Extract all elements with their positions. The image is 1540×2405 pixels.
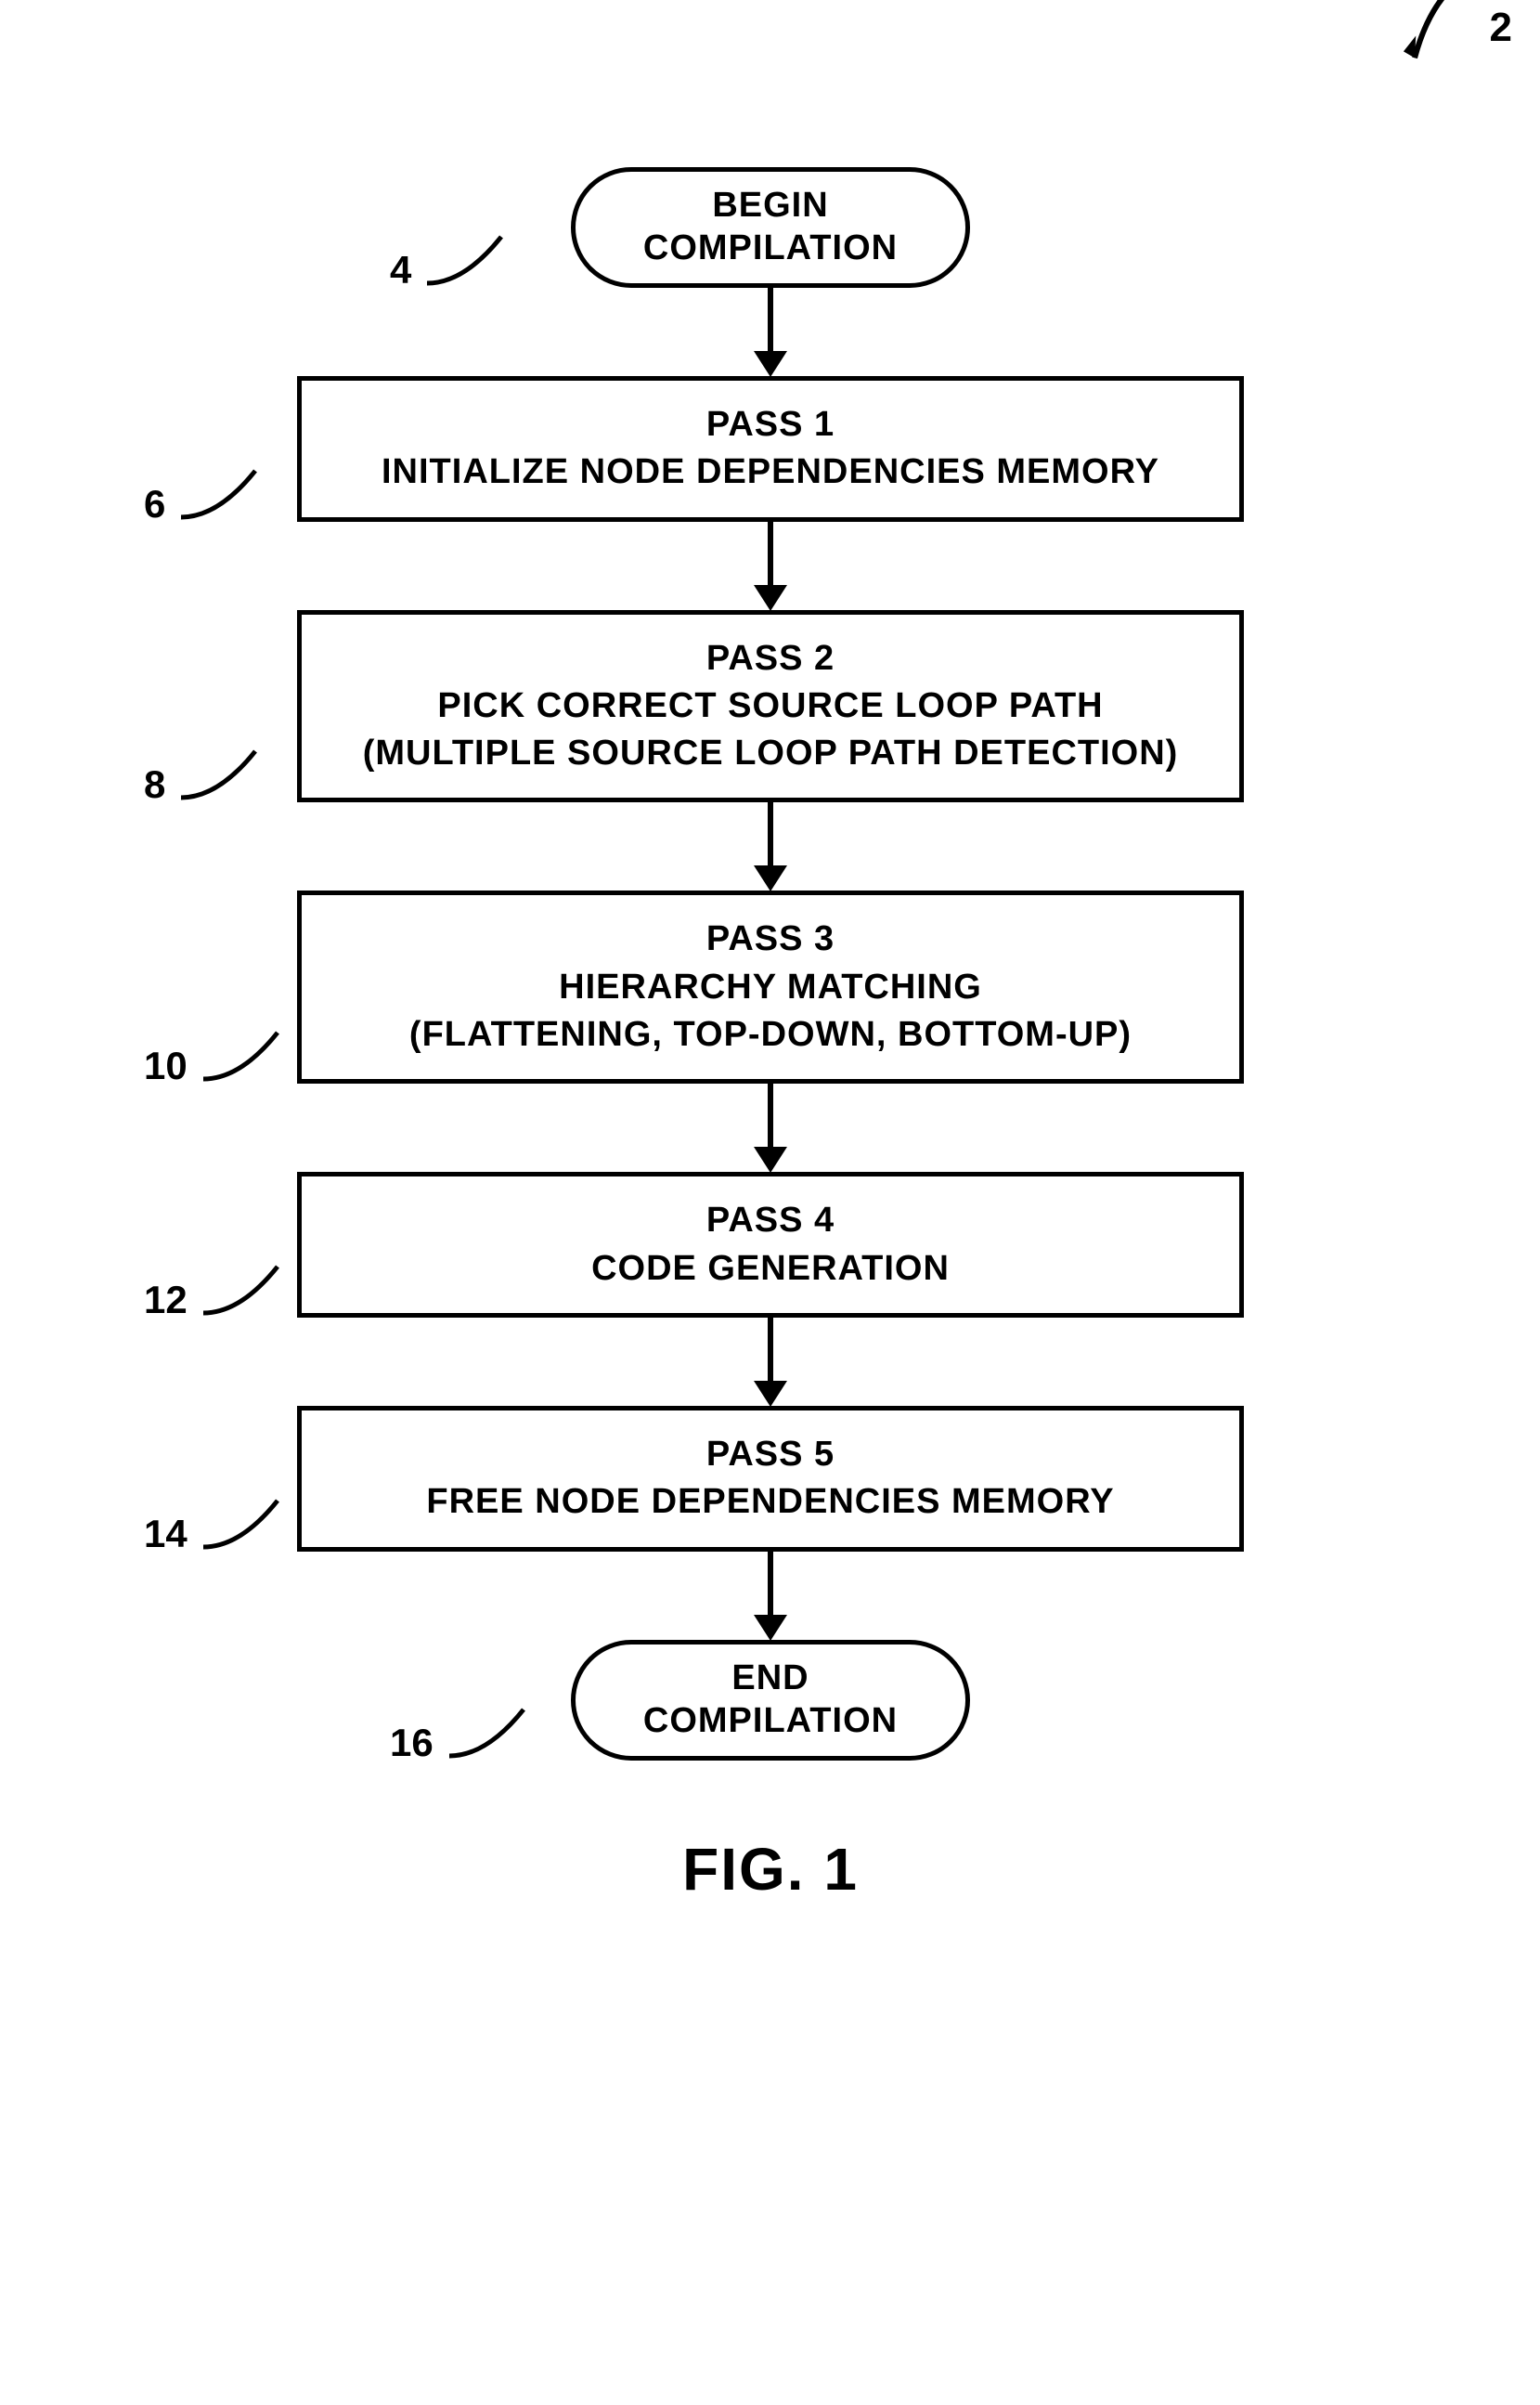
arrow (260, 288, 1281, 376)
label-pass4: 12 (144, 1257, 287, 1322)
label-num-pass4: 12 (144, 1278, 188, 1322)
label-num-pass1: 6 (144, 482, 165, 526)
reference-number: 2 (1490, 5, 1512, 51)
arrow (260, 1318, 1281, 1406)
reference-arrow: 2 (1388, 0, 1512, 56)
label-num-pass3: 10 (144, 1044, 188, 1088)
pass3-subtitle1: HIERARCHY MATCHING (559, 964, 982, 1011)
pass2-subtitle1: PICK CORRECT SOURCE LOOP PATH (437, 682, 1103, 730)
node-end: 16 END COMPILATION (571, 1640, 970, 1761)
pass4-subtitle1: CODE GENERATION (591, 1245, 950, 1293)
pass3-subtitle2: (FLATTENING, TOP-DOWN, BOTTOM-UP) (409, 1011, 1132, 1059)
label-num-begin: 4 (390, 248, 411, 292)
connector-icon (176, 742, 265, 807)
connector-icon (445, 1700, 533, 1765)
end-line1: END (731, 1658, 809, 1697)
node-pass5: 14 PASS 5 FREE NODE DEPENDENCIES MEMORY (297, 1406, 1244, 1552)
label-num-pass5: 14 (144, 1512, 188, 1556)
label-pass3: 10 (144, 1023, 287, 1088)
pass2-title: PASS 2 (706, 635, 835, 682)
begin-line2: COMPILATION (643, 228, 898, 267)
label-pass2: 8 (144, 742, 265, 807)
connector-icon (199, 1257, 287, 1322)
label-num-end: 16 (390, 1721, 434, 1765)
label-num-pass2: 8 (144, 762, 165, 807)
label-begin: 4 (390, 228, 511, 292)
node-pass4: 12 PASS 4 CODE GENERATION (297, 1172, 1244, 1318)
node-begin: 4 BEGIN COMPILATION (571, 167, 970, 288)
arrow (260, 1552, 1281, 1640)
connector-icon (176, 462, 265, 526)
label-pass1: 6 (144, 462, 265, 526)
pass2-subtitle2: (MULTIPLE SOURCE LOOP PATH DETECTION) (363, 730, 1179, 777)
arrow (260, 1084, 1281, 1172)
node-pass3: 10 PASS 3 HIERARCHY MATCHING (FLATTENING… (297, 890, 1244, 1084)
node-pass2: 8 PASS 2 PICK CORRECT SOURCE LOOP PATH (… (297, 610, 1244, 803)
pass5-title: PASS 5 (706, 1431, 835, 1478)
pass1-title: PASS 1 (706, 401, 835, 448)
connector-icon (199, 1023, 287, 1088)
terminator-text-end: END COMPILATION (643, 1658, 898, 1742)
pass1-subtitle1: INITIALIZE NODE DEPENDENCIES MEMORY (382, 448, 1159, 496)
arrow (260, 522, 1281, 610)
arrow (260, 802, 1281, 890)
node-pass1: 6 PASS 1 INITIALIZE NODE DEPENDENCIES ME… (297, 376, 1244, 522)
connector-icon (199, 1491, 287, 1556)
pass5-subtitle1: FREE NODE DEPENDENCIES MEMORY (426, 1478, 1114, 1526)
pass4-title: PASS 4 (706, 1197, 835, 1244)
flowchart-container: 4 BEGIN COMPILATION 6 PASS 1 INITIALIZE … (260, 167, 1281, 1904)
label-end: 16 (390, 1700, 533, 1765)
begin-line1: BEGIN (712, 186, 828, 225)
end-line2: COMPILATION (643, 1701, 898, 1740)
terminator-text-begin: BEGIN COMPILATION (643, 185, 898, 269)
pass3-title: PASS 3 (706, 916, 835, 963)
label-pass5: 14 (144, 1491, 287, 1556)
figure-title: FIG. 1 (260, 1835, 1281, 1904)
connector-icon (422, 228, 511, 292)
